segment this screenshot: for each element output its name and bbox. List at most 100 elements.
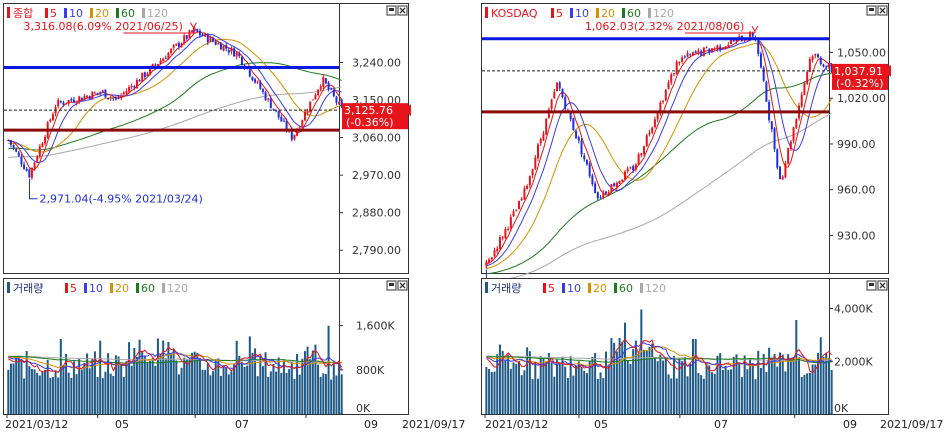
kosdaq-volume-ma5-line xyxy=(486,338,832,374)
legend-swatch xyxy=(90,8,93,18)
candle-body xyxy=(104,89,107,98)
volume-bar xyxy=(697,373,700,414)
candle-body xyxy=(272,108,275,110)
volume-bar xyxy=(57,377,60,414)
candle-body xyxy=(44,137,47,144)
volume-bar xyxy=(553,376,556,414)
candle-body xyxy=(332,89,335,97)
kospi-date-tick: 05 xyxy=(115,418,129,431)
candle-body xyxy=(751,32,754,37)
kospi-last-change: (-0.36%) xyxy=(346,116,394,129)
kospi-end-date: 2021/09/17 xyxy=(402,418,465,431)
volume-bar xyxy=(65,353,68,414)
volume-bar xyxy=(233,364,236,414)
candle-body xyxy=(716,45,719,50)
close-icon xyxy=(399,7,406,14)
volume-bar xyxy=(112,375,115,414)
candle-body xyxy=(99,92,102,94)
volume-bar xyxy=(298,374,301,414)
volume-bar xyxy=(778,352,781,414)
volume-bar xyxy=(751,363,754,414)
volume-bar xyxy=(59,339,62,414)
volume-bar xyxy=(819,337,822,414)
volume-bar xyxy=(629,363,632,414)
volume-bar xyxy=(193,351,196,414)
candle-body xyxy=(572,118,575,130)
maximize-icon xyxy=(389,8,394,11)
candle-body xyxy=(196,28,199,32)
volume-bar xyxy=(539,356,542,414)
candle-body xyxy=(109,97,112,99)
volume-bar xyxy=(517,361,520,414)
candle-body xyxy=(724,46,727,49)
volume-bar xyxy=(130,365,133,414)
volume-bar xyxy=(694,339,697,414)
candle-body xyxy=(117,97,120,99)
candle-body xyxy=(732,39,735,42)
volume-bar xyxy=(656,361,659,414)
candle-body xyxy=(550,99,553,109)
candle-body xyxy=(86,95,89,98)
kospi-low-annotation: 2,971.04(-4.95% 2021/03/24) xyxy=(39,193,202,206)
candle-body xyxy=(25,168,28,171)
candle-body xyxy=(72,99,75,103)
candle-body xyxy=(811,56,814,61)
volume-bar xyxy=(149,360,152,414)
legend-swatch xyxy=(614,283,617,293)
candle-body xyxy=(604,191,607,194)
maximize-icon xyxy=(389,283,394,286)
volume-bar xyxy=(114,355,117,414)
volume-bar xyxy=(135,356,138,414)
volume-bar xyxy=(634,340,637,414)
volume-bar xyxy=(632,349,635,414)
volume-bar xyxy=(534,362,537,414)
kospi-high-annotation: 3,316.08(6.09% 2021/06/25) xyxy=(24,20,183,33)
candle-body xyxy=(743,39,746,41)
kosdaq-ma5-line xyxy=(486,36,832,265)
candle-body xyxy=(238,53,241,56)
candle-body xyxy=(233,48,236,57)
volume-bar xyxy=(613,342,616,414)
volume-bar xyxy=(107,353,110,414)
volume-bar xyxy=(520,375,523,414)
candle-body xyxy=(141,72,144,82)
candle-body xyxy=(819,57,822,65)
candle-body xyxy=(564,96,567,109)
candle-body xyxy=(523,188,526,200)
legend-swatch xyxy=(570,8,573,18)
volume-bar xyxy=(490,372,493,414)
volume-bar xyxy=(708,365,711,414)
candle-body xyxy=(640,153,643,155)
volume-bar xyxy=(705,362,708,414)
volume-bar xyxy=(214,359,217,414)
candle-body xyxy=(183,35,186,44)
candle-body xyxy=(259,82,262,90)
volume-bar xyxy=(580,366,583,414)
kospi-candles xyxy=(7,27,343,180)
volume-bar xyxy=(51,377,54,414)
candle-body xyxy=(566,109,569,111)
candle-body xyxy=(547,109,550,118)
candle-body xyxy=(678,62,681,64)
candle-body xyxy=(602,192,605,198)
candle-body xyxy=(222,45,225,51)
volume-bar xyxy=(154,365,157,414)
kosdaq-last-change: (-0.32%) xyxy=(836,77,884,90)
candle-body xyxy=(588,163,591,177)
volume-bar xyxy=(156,338,159,414)
volume-bar xyxy=(738,362,741,414)
candle-body xyxy=(575,131,578,139)
volume-bar xyxy=(99,340,102,414)
volume-bar xyxy=(659,354,662,414)
volume-bar xyxy=(240,361,243,414)
legend-label: 120 xyxy=(653,7,674,20)
candle-body xyxy=(91,91,94,100)
candle-body xyxy=(227,49,230,53)
volume-bar xyxy=(599,372,602,414)
candle-body xyxy=(172,45,175,48)
volume-bar xyxy=(662,360,665,414)
volume-bar xyxy=(86,353,89,414)
candle-body xyxy=(648,132,651,135)
candle-body xyxy=(545,118,548,135)
volume-bar xyxy=(104,371,107,414)
